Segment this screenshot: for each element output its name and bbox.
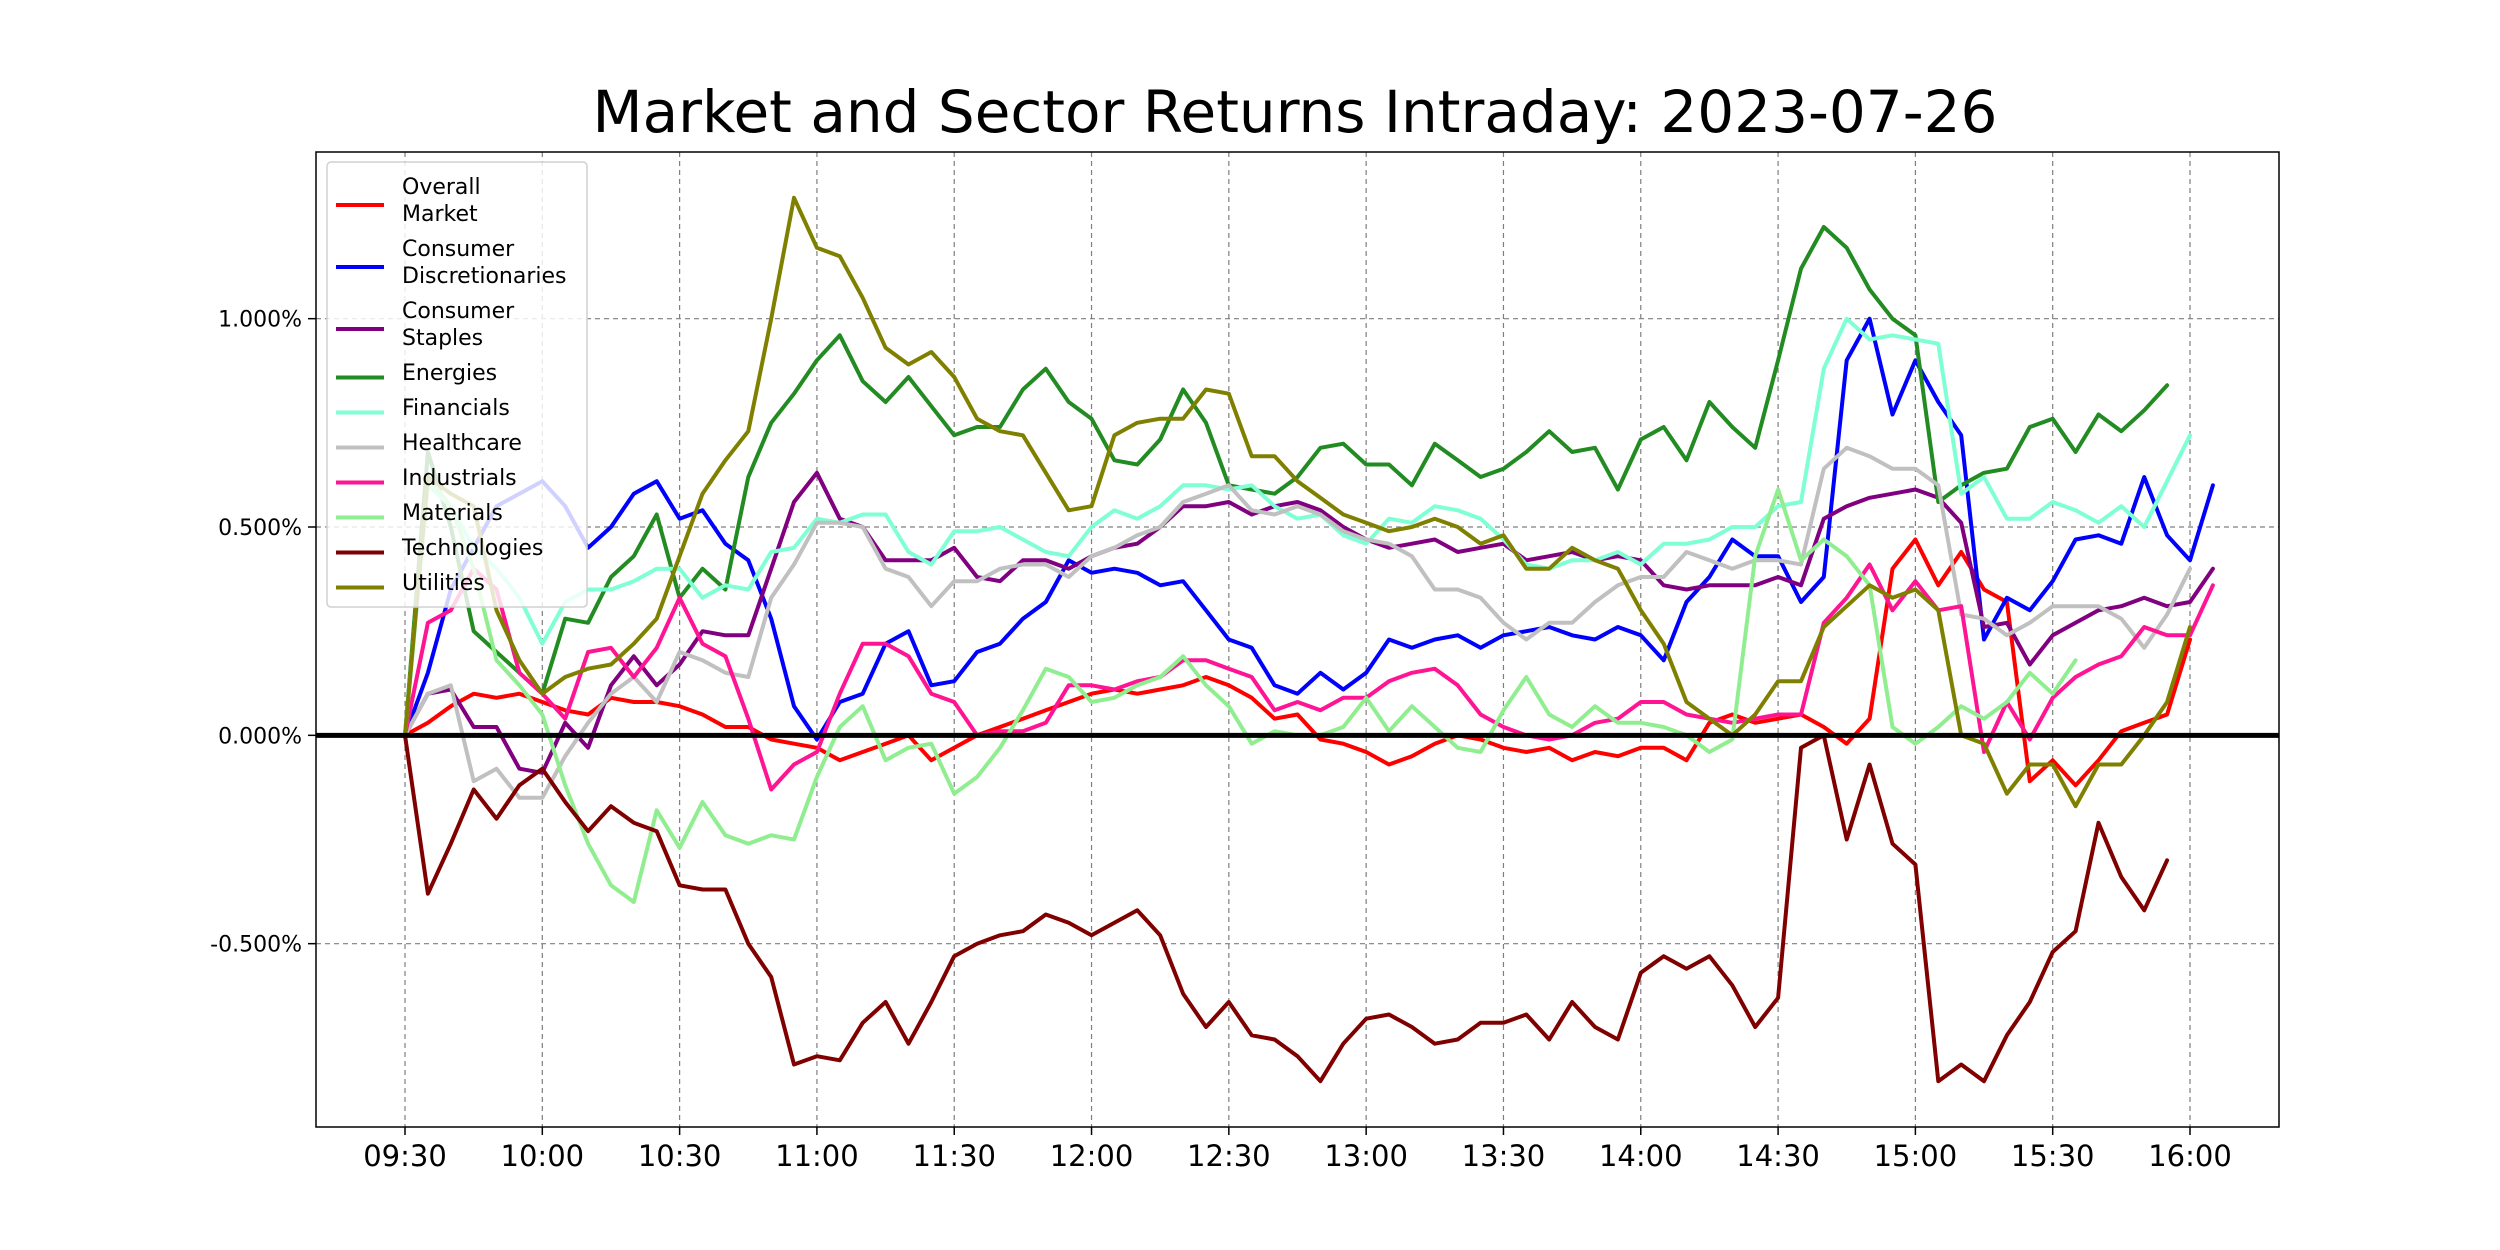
x-axis-ticks: 09:30 10:00 10:30 11:00 11:30 12:00 12:30 13:00… — [363, 1127, 2232, 1173]
legend-frame — [326, 161, 588, 608]
x-tick-label: 14:30 — [1736, 1139, 1820, 1173]
series-line-technologies — [403, 733, 2170, 1084]
chart-title: Market and Sector Returns Intraday: 2023… — [593, 78, 1998, 146]
legend-label-consumer-staples: Consumer Staples — [402, 299, 515, 351]
series-line-consumer-discretionaries — [403, 316, 2215, 742]
x-tick-label: 11:30 — [912, 1139, 996, 1173]
x-tick-label: 16:00 — [2148, 1139, 2232, 1173]
x-tick-label: 13:30 — [1462, 1139, 1546, 1173]
grid — [316, 152, 2279, 1127]
legend-label-energies: Energies — [402, 361, 497, 386]
legend-label-financials: Financials — [402, 396, 510, 421]
x-tick-label: 15:30 — [2011, 1139, 2095, 1173]
series-line-overall-market — [403, 537, 2192, 788]
series-line-industrials — [403, 562, 2215, 792]
plot-area-border — [315, 151, 2280, 1128]
series-lines — [403, 195, 2215, 1084]
legend-label-healthcare: Healthcare — [402, 431, 522, 456]
series-line-energies — [403, 225, 2170, 738]
x-tick-label: 12:00 — [1050, 1139, 1134, 1173]
y-axis-ticks: -0.500% 0.000% 0.500% 1.000% — [210, 308, 316, 958]
x-tick-label: 09:30 — [363, 1139, 447, 1173]
series-line-utilities — [403, 195, 2192, 809]
y-tick-label: 0.000% — [218, 724, 302, 749]
y-tick-label: -0.500% — [210, 933, 302, 958]
legend-label-consumer-discretionaries: Consumer Discretionaries — [402, 237, 566, 289]
x-tick-label: 14:00 — [1599, 1139, 1683, 1173]
x-tick-label: 15:00 — [1874, 1139, 1958, 1173]
series-line-consumer-staples — [403, 470, 2215, 775]
y-tick-label: 0.500% — [218, 516, 302, 541]
series-line-healthcare — [403, 445, 2192, 800]
x-tick-label: 12:30 — [1187, 1139, 1271, 1173]
legend-label-materials: Materials — [402, 501, 503, 526]
x-tick-label: 10:30 — [638, 1139, 722, 1173]
legend-label-overall-market: Overall Market — [402, 175, 481, 227]
series-line-financials — [403, 316, 2192, 738]
legend-label-industrials: Industrials — [402, 466, 517, 491]
x-tick-label: 10:00 — [501, 1139, 585, 1173]
y-tick-label: 1.000% — [218, 308, 302, 333]
series-line-materials — [403, 475, 2078, 904]
legend: Overall Market Consumer Discretionaries Cons… — [326, 161, 588, 608]
legend-label-utilities: Utilities — [402, 571, 485, 596]
x-tick-label: 11:00 — [775, 1139, 859, 1173]
legend-label-technologies: Technologies — [401, 536, 543, 561]
x-tick-label: 13:00 — [1324, 1139, 1408, 1173]
